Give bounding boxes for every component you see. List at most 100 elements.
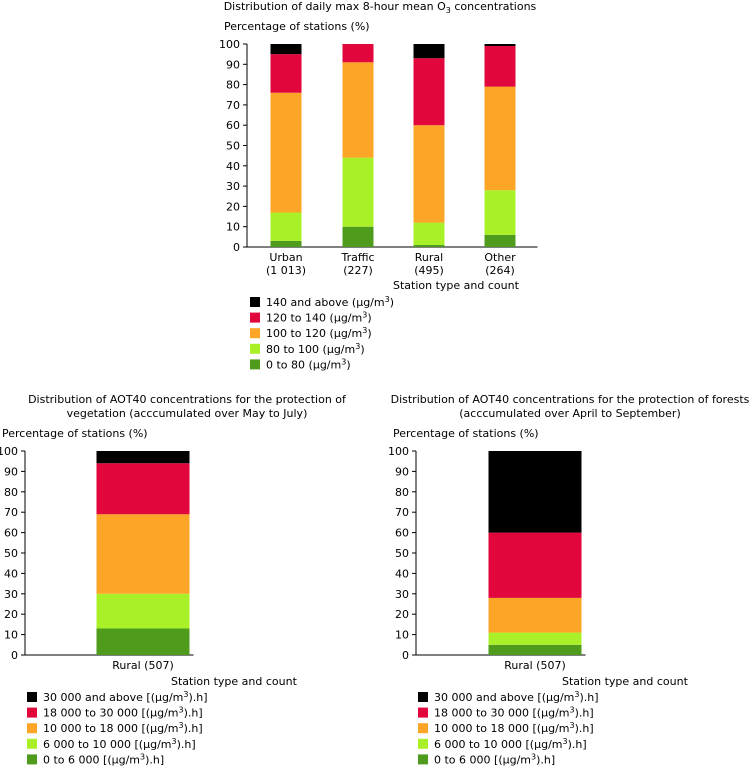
bar-segment — [488, 451, 582, 533]
bar-segment — [484, 46, 516, 87]
bar-segment — [342, 62, 374, 158]
chart-o3-xlabel: Station type and count — [393, 279, 520, 292]
legend-label: 0 to 6 000 [(µg/m3).h] — [434, 752, 555, 766]
x-tick-label: Urban — [269, 251, 302, 264]
y-tick-label: 50 — [4, 547, 18, 560]
bar-segment — [488, 632, 582, 645]
legend-swatch — [27, 692, 37, 702]
bar-segment — [488, 597, 582, 633]
x-tick-label: Rural (507) — [112, 659, 174, 672]
legend-label: 10 000 to 18 000 [(µg/m3).h] — [43, 721, 203, 735]
chart-vegetation-bars — [96, 451, 190, 655]
chart-forests-bars — [488, 451, 582, 655]
chart-o3-title: Distribution of daily max 8-hour mean O3… — [224, 0, 537, 15]
y-tick-label: 80 — [226, 79, 240, 92]
chart-forests-ylabel: Percentage of stations (%) — [393, 427, 539, 440]
legend-swatch — [418, 723, 428, 734]
chart-vegetation-title-line-1: Distribution of AOT40 concentrations for… — [28, 393, 347, 406]
y-tick-label: 60 — [4, 527, 18, 540]
y-tick-label: 10 — [395, 629, 409, 642]
chart-vegetation-legend: 30 000 and above [(µg/m3).h] 18 000 to 30… — [27, 690, 208, 766]
bar-segment — [96, 463, 190, 515]
y-tick-label: 40 — [4, 567, 18, 580]
chart-forests-y-axis: 0 10 20 30 40 50 60 70 80 90 100 — [388, 445, 586, 662]
y-tick-label: 10 — [226, 221, 240, 234]
y-tick-label: 0 — [233, 241, 240, 254]
legend-swatch — [27, 723, 37, 734]
x-tick-label: Traffic — [340, 251, 374, 264]
y-tick-label: 40 — [395, 567, 409, 580]
y-tick-label: 60 — [226, 119, 240, 132]
bar-segment — [270, 54, 302, 93]
x-tick-label: Rural (507) — [504, 659, 566, 672]
bar-segment — [488, 644, 582, 655]
legend-swatch — [418, 738, 428, 749]
y-tick-label: 20 — [4, 608, 18, 621]
chart-o3-x-tick-labels: Urban(1 013) Traffic(227) Rural(495) Other(… — [266, 251, 516, 277]
legend-label: 30 000 and above [(µg/m3).h] — [434, 690, 599, 704]
y-tick-label: 20 — [395, 608, 409, 621]
chart-forests-x-tick-labels: Rural (507) — [504, 659, 566, 672]
bar-segment — [484, 44, 516, 47]
y-tick-label: 40 — [226, 160, 240, 173]
bar-segment — [270, 44, 302, 55]
bar-segment — [484, 86, 516, 191]
bar-segment — [484, 190, 516, 235]
bar-segment — [342, 44, 374, 63]
legend-swatch — [27, 754, 37, 765]
y-tick-label: 90 — [4, 465, 18, 478]
legend-label: 18 000 to 30 000 [(µg/m3).h] — [434, 706, 594, 720]
bar-segment — [413, 44, 445, 59]
chart-aot40-vegetation: Distribution of AOT40 concentrations for… — [0, 393, 347, 766]
legend-swatch — [418, 754, 428, 765]
x-tick-count-label: (264) — [485, 264, 515, 277]
x-tick-count-label: (1 013) — [266, 264, 306, 277]
legend-swatch — [250, 328, 260, 339]
legend-swatch — [27, 738, 37, 749]
legend-swatch — [27, 707, 37, 718]
legend-swatch — [250, 297, 260, 307]
y-tick-label: 50 — [226, 140, 240, 153]
chart-o3-y-axis: 0 10 20 30 40 50 60 70 80 90 100 — [219, 38, 538, 254]
chart-forests-title-line-2: (acccumulated over April to September) — [459, 407, 681, 420]
y-tick-label: 0 — [11, 649, 18, 662]
x-tick-count-label: (227) — [343, 264, 373, 277]
y-tick-label: 60 — [395, 527, 409, 540]
y-tick-label: 80 — [395, 486, 409, 499]
y-tick-label: 10 — [4, 629, 18, 642]
y-tick-label: 30 — [4, 588, 18, 601]
y-tick-label: 30 — [395, 588, 409, 601]
y-tick-label: 100 — [0, 445, 18, 458]
bar-segment — [413, 244, 445, 247]
bar-segment — [413, 58, 445, 126]
chart-o3-bars — [270, 44, 516, 247]
bar-segment — [342, 226, 374, 247]
bar-segment — [96, 514, 190, 594]
y-tick-label: 20 — [226, 200, 240, 213]
bar-segment — [270, 240, 302, 247]
y-tick-label: 70 — [226, 99, 240, 112]
x-tick-label: Rural — [415, 251, 443, 264]
chart-vegetation-xlabel: Station type and count — [171, 675, 298, 688]
bar-segment — [413, 222, 445, 245]
chart-forests-legend: 30 000 and above [(µg/m3).h] 18 000 to 30… — [418, 690, 599, 766]
y-tick-label: 100 — [388, 445, 409, 458]
bar-segment — [96, 451, 190, 464]
legend-label: 140 and above (µg/m3) — [266, 295, 394, 309]
x-tick-count-label: (495) — [414, 264, 444, 277]
legend-label: 0 to 6 000 [(µg/m3).h] — [43, 752, 164, 766]
legend-label: 6 000 to 10 000 [(µg/m3).h] — [43, 737, 196, 751]
chart-o3-daily-max: Distribution of daily max 8-hour mean O3… — [219, 0, 538, 371]
y-tick-label: 80 — [4, 486, 18, 499]
legend-label: 100 to 120 (µg/m3) — [266, 326, 372, 340]
legend-label: 30 000 and above [(µg/m3).h] — [43, 690, 208, 704]
y-tick-label: 100 — [219, 38, 240, 51]
chart-aot40-forests: Distribution of AOT40 concentrations for… — [388, 393, 750, 766]
chart-o3-legend: 140 and above (µg/m3) 120 to 140 (µg/m3)1… — [250, 295, 394, 371]
y-tick-label: 30 — [226, 180, 240, 193]
x-tick-label: Other — [484, 251, 516, 264]
bar-segment — [96, 593, 190, 629]
bar-segment — [484, 234, 516, 247]
legend-label: 0 to 80 (µg/m3) — [266, 357, 351, 371]
legend-label: 18 000 to 30 000 [(µg/m3).h] — [43, 706, 203, 720]
